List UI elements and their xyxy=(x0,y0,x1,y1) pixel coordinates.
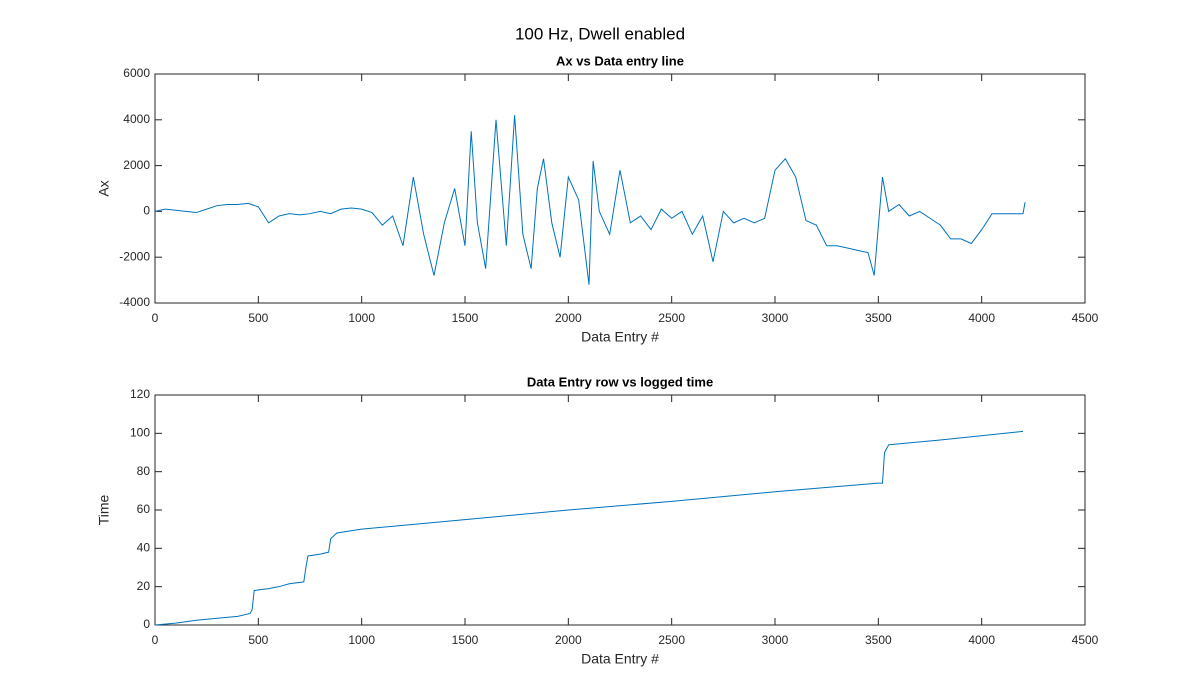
x-tick-label: 1000 xyxy=(348,311,375,325)
y-tick-label: 100 xyxy=(130,426,150,440)
x-tick-label: 0 xyxy=(152,633,159,647)
x-axis-label: Data Entry # xyxy=(581,329,659,345)
y-axis-label: Ax xyxy=(96,180,112,196)
x-tick-label: 2500 xyxy=(658,311,685,325)
x-axis-label: Data Entry # xyxy=(581,651,659,667)
y-tick-label: 6000 xyxy=(123,66,150,80)
y-tick-label: 4000 xyxy=(123,112,150,126)
x-tick-label: 500 xyxy=(248,311,268,325)
x-tick-label: 1500 xyxy=(452,311,479,325)
y-tick-label: 80 xyxy=(137,464,151,478)
figure-title: 100 Hz, Dwell enabled xyxy=(515,24,685,43)
x-tick-label: 2000 xyxy=(555,633,582,647)
plot-area xyxy=(154,73,1086,304)
plot-area xyxy=(154,394,1086,626)
x-tick-label: 2000 xyxy=(555,311,582,325)
y-tick-label: 120 xyxy=(130,387,150,401)
x-tick-label: 500 xyxy=(248,633,268,647)
data-line xyxy=(154,430,1024,626)
x-tick-label: 4500 xyxy=(1072,311,1099,325)
x-tick-label: 1000 xyxy=(348,633,375,647)
chart-title: Ax vs Data entry line xyxy=(556,53,684,68)
x-tick-label: 3000 xyxy=(762,311,789,325)
y-axis-label: Time xyxy=(96,494,112,525)
y-tick-label: 0 xyxy=(143,204,150,218)
x-tick-label: 3500 xyxy=(865,633,892,647)
x-tick-label: 4500 xyxy=(1072,633,1099,647)
chart-title: Data Entry row vs logged time xyxy=(527,374,713,389)
y-tick-label: -2000 xyxy=(119,249,150,263)
x-tick-label: 1500 xyxy=(452,633,479,647)
data-line xyxy=(154,115,1026,285)
y-tick-label: 60 xyxy=(137,502,151,516)
x-tick-label: 0 xyxy=(152,311,159,325)
x-tick-label: 3000 xyxy=(762,633,789,647)
y-tick-label: 2000 xyxy=(123,158,150,172)
y-tick-label: 20 xyxy=(137,579,151,593)
y-tick-label: 0 xyxy=(143,617,150,631)
x-tick-label: 4000 xyxy=(968,311,995,325)
x-tick-label: 3500 xyxy=(865,311,892,325)
x-tick-label: 4000 xyxy=(968,633,995,647)
y-tick-label: -4000 xyxy=(119,295,150,309)
x-tick-label: 2500 xyxy=(658,633,685,647)
y-tick-label: 40 xyxy=(137,541,151,555)
